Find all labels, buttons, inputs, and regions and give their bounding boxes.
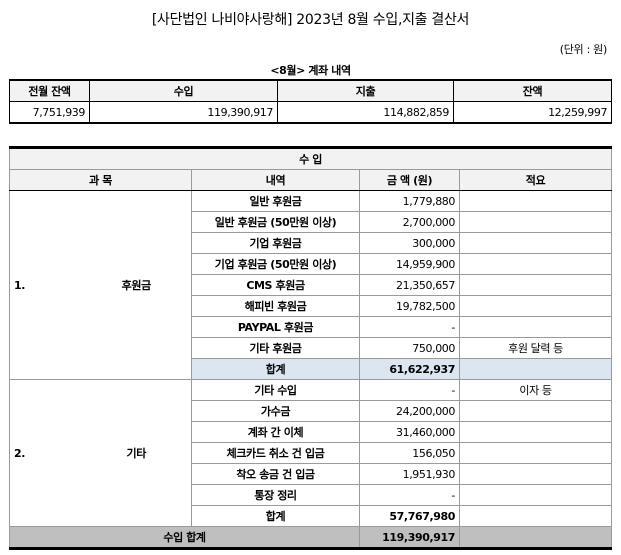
- item-amount: 19,782,500: [359, 295, 460, 317]
- item-amount: -: [359, 316, 460, 338]
- table-row: 통장 정리 -: [10, 484, 612, 506]
- item-amount: 31,460,000: [359, 421, 460, 443]
- group-name: 후원금: [81, 190, 192, 380]
- item-label: 기타 수입: [191, 379, 360, 401]
- item-note: [459, 421, 612, 443]
- subtotal-note: [459, 358, 612, 380]
- unit-label: (단위 : 원): [559, 43, 608, 56]
- item-label: 일반 후원금 (50만원 이상): [191, 211, 360, 233]
- item-amount: 14,959,900: [359, 253, 460, 275]
- item-label: 기타 후원금: [191, 337, 360, 359]
- subtotal-amount: 57,767,980: [359, 505, 460, 527]
- income-table: 수 입 과 목 내역 금 액 (원) 적요 1. 후원금 일반 후원금 1,77…: [9, 146, 612, 550]
- item-note: [459, 463, 612, 485]
- item-note: [459, 232, 612, 254]
- total-row: 수입 합계 119,390,917: [9, 526, 612, 550]
- subtotal-amount: 61,622,937: [359, 358, 460, 380]
- subtotal-row: 합계 61,622,937: [10, 358, 612, 380]
- item-amount: 156,050: [359, 442, 460, 464]
- item-note: [459, 190, 612, 212]
- group-number: 2.: [9, 379, 82, 527]
- subtotal-label: 합계: [191, 505, 360, 527]
- table-row: 체크카드 취소 건 입금 156,050: [10, 442, 612, 464]
- item-label: 통장 정리: [191, 484, 360, 506]
- item-note: [459, 484, 612, 506]
- item-label: 계좌 간 이체: [191, 421, 360, 443]
- table-row: 1. 후원금 일반 후원금 1,779,880: [9, 190, 612, 380]
- income-total-label: 수입 합계: [9, 526, 360, 550]
- table-row: 기타 후원금 750,000 후원 달력 등: [10, 337, 612, 359]
- item-amount: 2,700,000: [359, 211, 460, 233]
- col-header-amount: 금 액 (원): [359, 169, 460, 191]
- document-title: [사단법인 나비야사랑해] 2023년 8월 수입,지출 결산서: [151, 12, 470, 28]
- item-amount: 21,350,657: [359, 274, 460, 296]
- income-value: 119,390,917: [89, 101, 278, 124]
- account-caption: <8월> 계좌 내역: [270, 64, 351, 77]
- item-label: 해피빈 후원금: [191, 295, 360, 317]
- item-amount: 300,000: [359, 232, 460, 254]
- item-label: PAYPAL 후원금: [191, 316, 360, 338]
- item-amount: 24,200,000: [359, 400, 460, 422]
- item-note: [459, 316, 612, 338]
- item-label: 기업 후원금 (50만원 이상): [191, 253, 360, 275]
- item-label: 착오 송금 건 입금: [191, 463, 360, 485]
- item-note: [459, 400, 612, 422]
- col-header-note: 적요: [459, 169, 612, 191]
- income-total-note: [459, 526, 612, 550]
- item-amount: 1,779,880: [359, 190, 460, 212]
- item-note: [459, 274, 612, 296]
- table-row: 기업 후원금 300,000: [10, 232, 612, 254]
- item-note: [459, 253, 612, 275]
- table-row: 2. 기타 기타 수입 - 이자 등: [9, 379, 612, 527]
- header-prev-balance: 전월 잔액: [9, 79, 90, 102]
- item-note: 이자 등: [459, 379, 612, 401]
- subtotal-row: 합계 57,767,980: [10, 505, 612, 527]
- item-note: [459, 211, 612, 233]
- header-expense: 지출: [277, 79, 454, 102]
- item-label: 기업 후원금: [191, 232, 360, 254]
- item-amount: -: [359, 379, 460, 401]
- item-amount: -: [359, 484, 460, 506]
- item-amount: 750,000: [359, 337, 460, 359]
- income-total-amount: 119,390,917: [359, 526, 460, 550]
- group-number: 1.: [9, 190, 82, 380]
- header-balance: 잔액: [452, 79, 613, 102]
- balance-value: 12,259,997: [452, 101, 613, 124]
- col-header-category: 과 목: [9, 169, 192, 191]
- item-note: [459, 295, 612, 317]
- table-row: 해피빈 후원금 19,782,500: [10, 295, 612, 317]
- subtotal-note: [459, 505, 612, 527]
- item-note: 후원 달력 등: [459, 337, 612, 359]
- header-income: 수입: [89, 79, 278, 102]
- col-header-item: 내역: [191, 169, 360, 191]
- item-note: [459, 442, 612, 464]
- table-row: PAYPAL 후원금 -: [10, 316, 612, 338]
- item-label: 가수금: [191, 400, 360, 422]
- group-name: 기타: [81, 379, 192, 527]
- item-label: CMS 후원금: [191, 274, 360, 296]
- prev-balance-value: 7,751,939: [9, 101, 90, 124]
- table-row: 착오 송금 건 입금 1,951,930: [10, 463, 612, 485]
- expense-value: 114,882,859: [277, 101, 454, 124]
- account-summary-table: <8월> 계좌 내역 전월 잔액 수입 지출 잔액 7,751,939 119,…: [9, 61, 613, 124]
- item-amount: 1,951,930: [359, 463, 460, 485]
- subtotal-label: 합계: [191, 358, 360, 380]
- income-section-title: 수 입: [9, 146, 612, 170]
- table-row: 계좌 간 이체 31,460,000: [10, 421, 612, 443]
- item-label: 체크카드 취소 건 입금: [191, 442, 360, 464]
- item-label: 일반 후원금: [191, 190, 360, 212]
